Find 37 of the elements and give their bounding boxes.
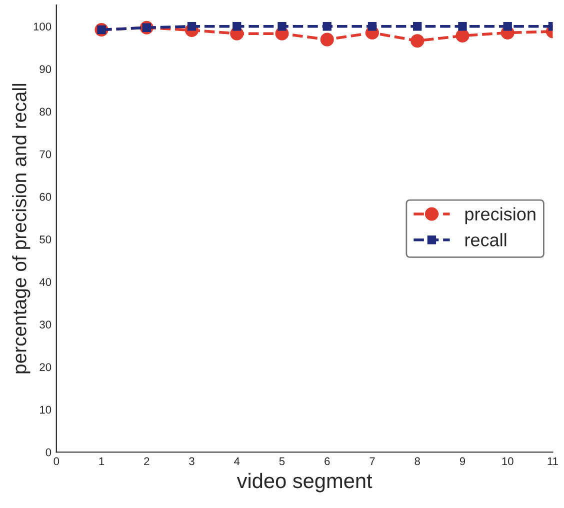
x-tick-label: 8 [414,457,420,466]
legend-label: recall [465,233,506,246]
y-tick-label: 0 [46,448,52,456]
x-tick-label: 9 [460,457,466,466]
x-tick-label: 1 [99,457,104,466]
y-tick-label: 10 [40,406,52,414]
x-tick-label: 7 [370,457,375,466]
x-tick-label: 10 [502,457,514,466]
legend-label: precision [465,207,536,224]
x-tick-label: 2 [144,457,150,466]
x-tick-label: 5 [279,457,285,466]
point [410,34,424,48]
y-tick-label: 60 [40,192,52,201]
point [458,22,467,31]
point [320,32,334,46]
point [456,28,470,43]
point [322,22,332,31]
x-tick-label: 0 [54,457,60,466]
x-tick-label: 6 [324,457,330,466]
y-tick-label: 80 [40,108,52,116]
point [368,22,377,31]
x-tick-label: 4 [234,457,240,466]
y-tick-label: 40 [39,278,52,286]
x-axis-title: video segment [236,472,372,492]
y-tick-label: 100 [34,22,52,31]
y-tick-label: 30 [40,320,52,329]
point [232,22,242,31]
x-tick-label: 11 [548,457,558,466]
point [503,22,512,31]
y-axis-title: percentage of precision and recall [12,84,30,374]
y-tick-label: 50 [40,236,52,244]
x-tick-label: 3 [189,457,194,466]
point [278,22,286,31]
y-tick-label: 70 [40,150,52,158]
point [413,22,422,31]
y-tick-label: 20 [40,363,52,372]
y-tick-label: 90 [40,65,52,74]
